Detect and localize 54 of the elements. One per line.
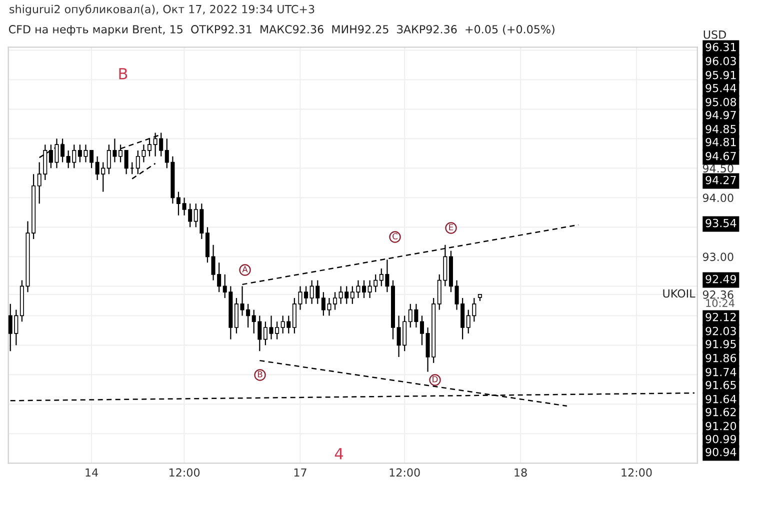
candlestick (304, 286, 308, 304)
text: 94.81 (706, 138, 736, 146)
chart-title: CFD на нефть марки Brent, 15 ОТКР92.31 МАКС92.36 МИН92.25 ЗАКР92.36 +0.05 (+0.05%) (8, 24, 554, 36)
text: 91.20 (706, 422, 736, 430)
y-tick-label: 92.36 (702, 290, 734, 299)
text: 91.86 (706, 354, 736, 362)
x-tick-label: 12:00 (622, 468, 652, 477)
text: 96.03 (706, 56, 736, 66)
x-tick-label: 18 (514, 468, 527, 477)
annotation: C (392, 233, 398, 240)
y-tick-label: 94.00 (702, 194, 734, 202)
candlestick (420, 315, 424, 346)
text: 94.27 (706, 176, 736, 184)
text: 95.91 (706, 70, 736, 80)
candlestick (234, 297, 238, 334)
text: UKOIL (663, 289, 696, 298)
candlestick (333, 292, 338, 310)
text: 92.12 (706, 312, 736, 322)
y-axis-title: USD (704, 30, 726, 39)
text: 91.95 (706, 340, 736, 348)
annotation: D (432, 376, 438, 382)
x-tick-label: 12:00 (390, 468, 420, 477)
y-tick-label: 94.50 (702, 164, 734, 173)
text: 90.94 (706, 448, 736, 456)
annotation: B (119, 68, 128, 80)
x-tick-label: 17 (294, 468, 306, 477)
candlestick (176, 191, 181, 216)
text: 94.85 (706, 124, 736, 134)
annotation: E (449, 224, 454, 230)
candlestick (90, 150, 94, 169)
text: 95.08 (706, 98, 736, 106)
text: 92.03 (706, 326, 736, 336)
text: 10:24 (706, 299, 734, 308)
y-tick-label: 93.00 (702, 252, 734, 262)
text: 96.31 (706, 42, 736, 52)
text: 91.62 (706, 408, 736, 416)
text: shigurui2 опубликовал(а), Окт 17, 2022 19:34 UTC+3 (10, 4, 314, 16)
text: 94.97 (706, 110, 736, 120)
text: 91.74 (706, 368, 736, 376)
annotation: A (242, 266, 248, 272)
text: 93.54 (706, 218, 736, 228)
text: 95.44 (706, 84, 736, 92)
candlestick (124, 150, 128, 175)
candlestick (362, 280, 366, 299)
text: 92.49 (706, 274, 736, 284)
text: 91.65 (706, 380, 736, 390)
candlestick (205, 226, 210, 264)
text: 94.67 (706, 152, 736, 160)
text: 91.64 (706, 394, 736, 404)
annotation: 4 (334, 448, 344, 460)
annotation: B (258, 371, 262, 378)
text: 90.99 (706, 434, 736, 444)
x-tick-label: 14 (86, 468, 98, 477)
x-tick-label: 12:00 (170, 468, 200, 477)
